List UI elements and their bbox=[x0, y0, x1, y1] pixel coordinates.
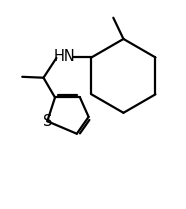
Text: S: S bbox=[43, 114, 52, 129]
Text: HN: HN bbox=[54, 49, 76, 64]
